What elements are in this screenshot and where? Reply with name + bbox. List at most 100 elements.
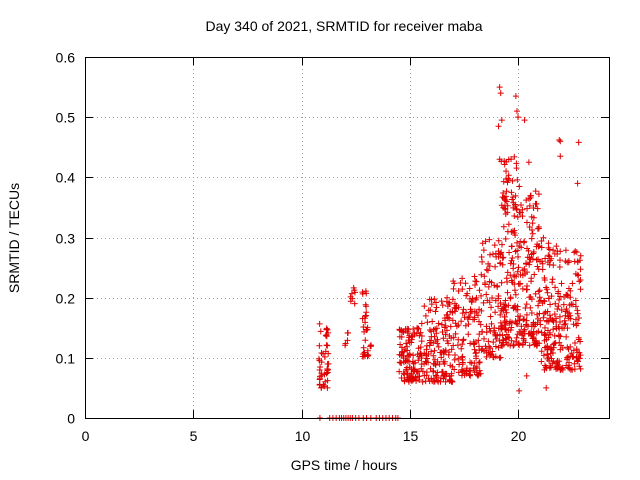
- data-point: [473, 355, 480, 362]
- data-point: [519, 213, 526, 220]
- data-point: [566, 365, 573, 372]
- data-point: [362, 312, 369, 319]
- data-point: [503, 309, 510, 316]
- data-point: [536, 294, 543, 301]
- data-point: [571, 360, 578, 367]
- data-point: [532, 337, 539, 344]
- data-point: [502, 306, 509, 313]
- data-point: [496, 331, 503, 338]
- data-point: [472, 350, 479, 357]
- data-point: [541, 332, 548, 339]
- data-point: [495, 237, 502, 244]
- data-point: [500, 223, 507, 230]
- data-point: [469, 295, 476, 302]
- data-point: [456, 361, 463, 368]
- data-point: [503, 188, 510, 195]
- data-point: [521, 326, 528, 333]
- data-point: [359, 290, 366, 297]
- data-point: [523, 311, 530, 318]
- data-point: [558, 307, 565, 314]
- data-point: [430, 352, 437, 359]
- data-point: [458, 345, 465, 352]
- data-point: [480, 247, 487, 254]
- data-point: [540, 352, 547, 359]
- data-point: [455, 336, 462, 343]
- data-point: [573, 346, 580, 353]
- data-point: [469, 316, 476, 323]
- data-point: [432, 308, 439, 315]
- data-point: [398, 333, 405, 340]
- data-point: [502, 325, 509, 332]
- data-point: [323, 342, 330, 349]
- data-point: [530, 334, 537, 341]
- data-point: [521, 265, 528, 272]
- data-point: [542, 324, 549, 331]
- data-point: [508, 337, 515, 344]
- data-point: [523, 219, 530, 226]
- data-point: [563, 305, 570, 312]
- data-point: [468, 360, 475, 367]
- data-point: [498, 279, 505, 286]
- x-tick-label: 5: [190, 428, 198, 444]
- data-point: [529, 220, 536, 227]
- data-point: [514, 313, 521, 320]
- points-layer: [315, 84, 584, 421]
- data-point: [514, 253, 521, 260]
- data-point: [471, 346, 478, 353]
- data-point: [483, 349, 490, 356]
- data-point: [556, 333, 563, 340]
- data-point: [362, 337, 369, 344]
- data-point: [442, 378, 449, 385]
- data-point: [515, 114, 522, 121]
- data-point: [529, 230, 536, 237]
- data-point: [526, 342, 533, 349]
- data-point: [468, 299, 475, 306]
- data-point: [547, 344, 554, 351]
- data-point: [567, 353, 574, 360]
- data-point: [446, 299, 453, 306]
- data-point: [530, 214, 537, 221]
- data-point: [398, 349, 405, 356]
- data-point: [461, 372, 468, 379]
- data-point: [512, 192, 519, 199]
- data-point: [486, 236, 493, 243]
- data-point: [577, 352, 584, 359]
- data-point: [562, 320, 569, 327]
- data-point: [320, 381, 327, 388]
- data-point: [490, 327, 497, 334]
- data-point: [520, 239, 527, 246]
- data-point: [511, 212, 518, 219]
- data-point: [528, 275, 535, 282]
- data-point: [558, 280, 565, 287]
- data-point: [537, 317, 544, 324]
- data-point: [527, 304, 534, 311]
- data-point: [563, 333, 570, 340]
- data-point: [503, 331, 510, 338]
- data-point: [572, 248, 579, 255]
- data-point: [406, 358, 413, 365]
- data-point: [401, 371, 408, 378]
- data-point: [483, 266, 490, 273]
- data-point: [430, 360, 437, 367]
- data-point: [497, 90, 504, 97]
- data-point: [545, 334, 552, 341]
- data-point: [511, 287, 518, 294]
- data-point: [403, 340, 410, 347]
- data-point: [528, 235, 535, 242]
- data-point: [498, 342, 505, 349]
- data-point: [347, 293, 354, 300]
- data-point: [564, 344, 571, 351]
- data-point: [417, 344, 424, 351]
- data-point: [433, 304, 440, 311]
- data-point: [430, 378, 437, 385]
- data-point: [502, 235, 509, 242]
- grid-layer: [85, 57, 609, 418]
- x-tick-label: 10: [295, 428, 311, 444]
- data-point: [470, 365, 477, 372]
- data-point: [444, 337, 451, 344]
- plot-frame: [85, 57, 610, 419]
- data-point: [535, 288, 542, 295]
- data-point: [481, 279, 488, 286]
- data-point: [504, 341, 511, 348]
- data-point: [527, 192, 534, 199]
